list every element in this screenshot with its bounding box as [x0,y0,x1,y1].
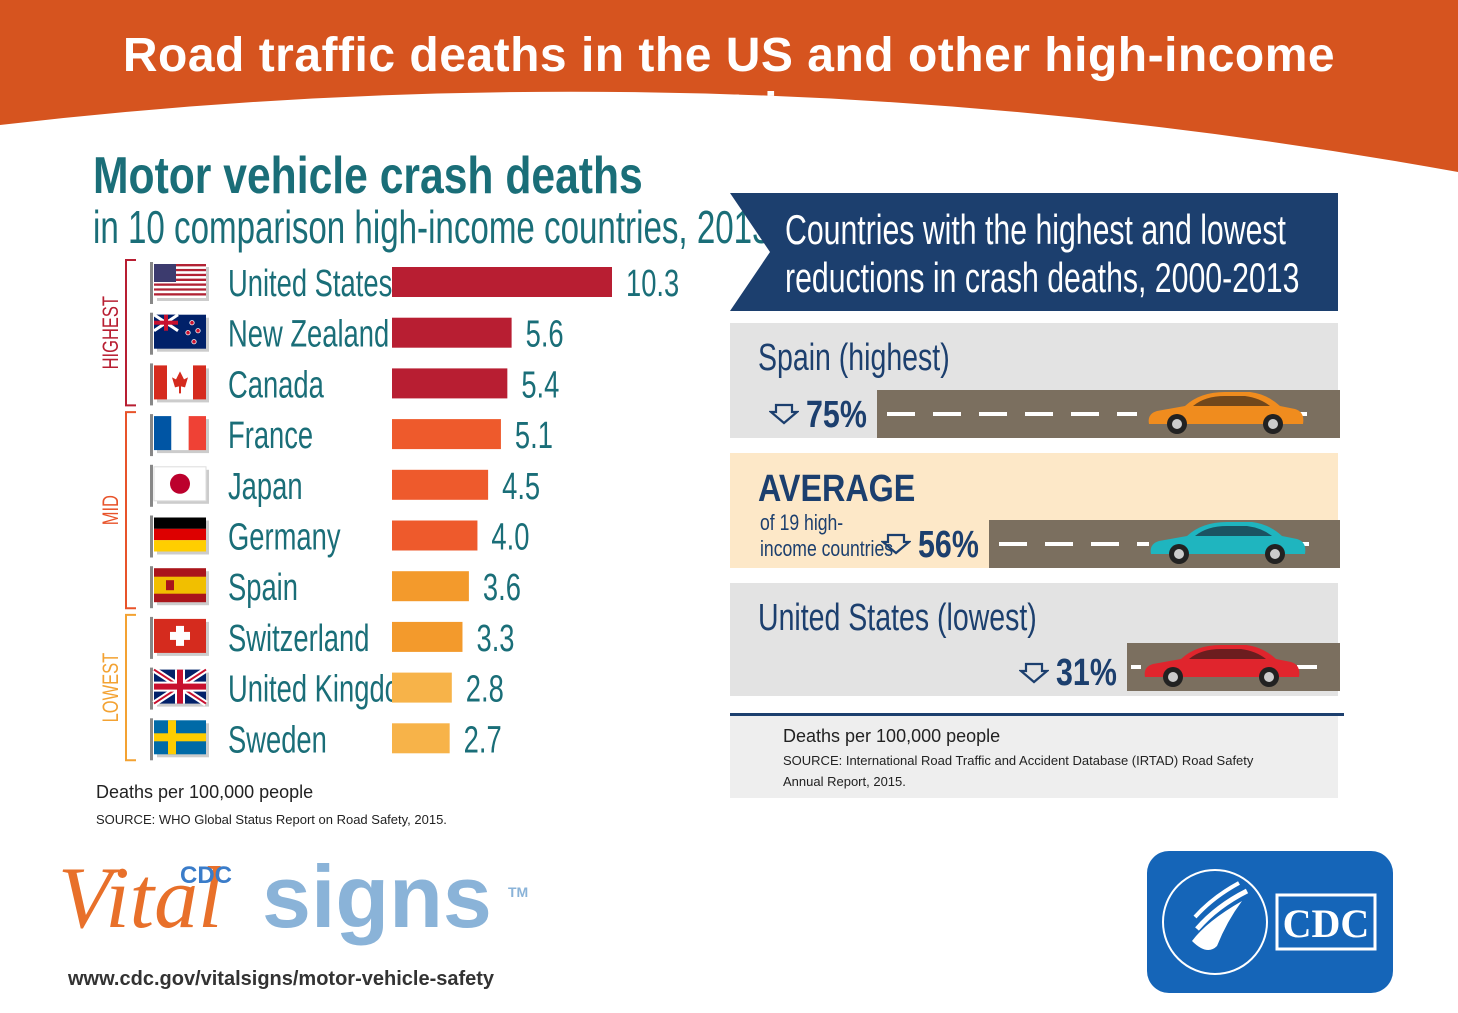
bar-row: Canada 5.4 [150,363,559,407]
value-label: 2.7 [464,719,502,761]
bar-chart: HIGHEST MID LOWEST United States 10.3 New Ze… [99,259,679,762]
country-label: Germany [228,516,341,558]
hhs-eagle-icon [1192,901,1242,950]
right-divider [730,713,1344,716]
bar [392,267,612,297]
spain-percent: 75% [806,394,867,436]
uk-flag-icon [152,667,209,707]
country-label: France [228,415,313,457]
cdc-logo: CDC [1147,851,1393,993]
switzerland-flag-icon [154,618,209,656]
spain-road [877,390,1340,438]
down-arrow-icon [881,533,911,555]
country-label: Switzerland [228,618,369,660]
right-header-line2: reductions in crash deaths, 2000-2013 [785,254,1300,301]
value-label: 4.0 [491,516,529,558]
right-source-line2: Annual Report, 2015. [783,774,906,789]
value-label: 3.6 [483,567,521,609]
france-flag-icon [154,416,209,454]
down-arrow-icon [769,403,799,425]
us-label: United States (lowest) [758,597,1037,639]
bar [392,621,463,652]
right-header-line1: Countries with the highest and lowest [785,206,1286,253]
bar-row: Germany 4.0 [150,515,529,559]
bar-row: United Kingdom 2.8 [150,667,504,711]
teal-car-icon [1150,522,1306,564]
bar [392,672,452,703]
average-title: AVERAGE [758,468,916,510]
red-car-icon [1144,645,1300,687]
germany-flag-icon [154,517,209,555]
bar-row: Switzerland 3.3 [150,616,515,660]
bar [392,469,489,500]
value-label: 5.6 [526,313,564,355]
hhs-seal-icon [1162,869,1268,975]
bar [392,317,512,348]
country-label: United Kingdom [228,668,423,710]
right-header-text: Countries with the highest and lowest re… [785,206,1299,302]
right-source-box [730,716,1338,798]
value-label: 10.3 [626,263,679,305]
average-subtitle-line1: of 19 high- [760,510,844,535]
spain-flag-icon [154,568,209,606]
orange-car-icon [1148,392,1304,434]
value-label: 2.8 [466,668,504,710]
right-source-line1: SOURCE: International Road Traffic and A… [783,753,1254,768]
us-road [1127,643,1340,691]
country-label: Sweden [228,719,327,761]
country-label: Spain [228,567,298,609]
bar-row: Japan 4.5 [150,464,540,508]
vitalsigns-url[interactable]: www.cdc.gov/vitalsigns/motor-vehicle-saf… [68,968,495,990]
chart-title: Motor vehicle crash deaths [93,147,643,205]
bar [392,419,501,450]
us-flag-icon [154,264,209,301]
left-unit-note: Deaths per 100,000 people [96,782,314,802]
bar-row: Sweden 2.7 [150,718,502,761]
bar-row: New Zealand 5.6 [150,312,564,356]
banner-title: Road traffic deaths in the US and other … [122,29,1336,137]
value-label: 3.3 [476,618,514,660]
bar-row: Spain 3.6 [150,566,521,609]
bar [392,368,508,399]
value-label: 5.4 [521,364,559,406]
canada-flag-icon [154,365,209,403]
group-bracket-mid: MID [99,411,136,610]
group-bracket-lowest: LOWEST [99,613,136,762]
cdc-logo-text: CDC [1283,901,1370,946]
down-arrow-icon [1019,662,1049,684]
bar-row: United States 10.3 [150,262,679,305]
average-subtitle: of 19 high- income countries [760,510,893,562]
group-label: MID [99,495,124,525]
top-banner [0,0,1458,172]
vitalsigns-logo-cdc: CDC [180,862,232,889]
spain-label: Spain (highest) [758,337,950,379]
country-label: Japan [228,466,303,508]
value-label: 5.1 [515,415,553,457]
right-unit-note: Deaths per 100,000 people [783,726,1001,746]
vitalsigns-logo-signs: signs [262,847,492,946]
nz-flag-icon [153,313,209,352]
bar [392,723,450,754]
group-label: HIGHEST [99,296,124,369]
country-label: New Zealand [228,313,389,355]
sweden-flag-icon [154,720,209,758]
group-label: LOWEST [99,653,124,723]
average-subtitle-line2: income countries [760,536,894,561]
average-percent: 56% [918,524,979,566]
right-header-ribbon [730,193,1338,311]
bar-row: France 5.1 [150,414,553,457]
japan-flag-icon [153,466,209,504]
trademark-symbol: TM [508,884,529,900]
value-label: 4.5 [502,466,540,508]
country-label: Canada [228,364,324,406]
bar [392,520,478,551]
chart-subtitle: in 10 comparison high-income countries, … [93,201,771,253]
vitalsigns-logo-vital: Vital [58,850,223,947]
average-road [989,520,1340,568]
bar [392,571,469,602]
us-percent: 31% [1056,652,1117,694]
country-label: United States [228,263,392,305]
left-source: SOURCE: WHO Global Status Report on Road… [96,812,447,827]
group-bracket-highest: HIGHEST [99,259,136,407]
